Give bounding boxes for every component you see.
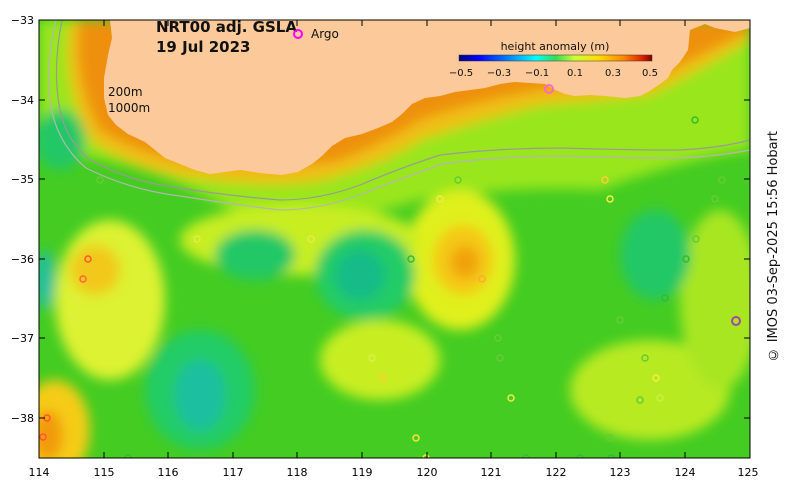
argo-float bbox=[606, 195, 614, 203]
x-tick-label: 124 bbox=[675, 466, 696, 479]
argo-float bbox=[607, 454, 615, 458]
colorbar-tick: 0.3 bbox=[605, 68, 621, 79]
argo-float bbox=[193, 235, 201, 243]
argo-float bbox=[544, 84, 554, 94]
contour-1000m-label: 1000m bbox=[108, 101, 150, 115]
northwest-low-blob bbox=[39, 110, 85, 170]
argo-float bbox=[641, 354, 649, 362]
y-tick-label: −35 bbox=[11, 173, 34, 186]
colorbar: height anomaly (m) −0.5 −0.3 −0.1 0.1 0.… bbox=[449, 40, 658, 79]
west-high-blob bbox=[55, 220, 165, 380]
y-tick-label: −37 bbox=[11, 332, 34, 345]
argo-legend-label: Argo bbox=[311, 27, 339, 41]
south-yellow-band bbox=[320, 320, 440, 400]
y-tick-label: −34 bbox=[11, 94, 34, 107]
argo-float bbox=[124, 454, 132, 458]
east-yellow-band bbox=[680, 210, 750, 390]
tick-marks bbox=[38, 19, 751, 458]
x-tick-label: 122 bbox=[546, 466, 567, 479]
argo-float bbox=[711, 195, 719, 203]
y-tick-label: −36 bbox=[11, 253, 34, 266]
argo-float bbox=[616, 316, 624, 324]
credit-text: © IMOS 03-Sep-2025 15:56 Hobart bbox=[765, 130, 781, 362]
argo-float bbox=[652, 374, 660, 382]
x-tick-label: 119 bbox=[352, 466, 373, 479]
sea-level-field bbox=[39, 20, 750, 458]
southwest-high-core bbox=[39, 410, 63, 458]
x-tick-label: 120 bbox=[417, 466, 438, 479]
colorbar-tick: 0.1 bbox=[567, 68, 583, 79]
argo-float bbox=[601, 176, 609, 184]
colorbar-tick: −0.1 bbox=[525, 68, 549, 79]
x-tick-label: 116 bbox=[158, 466, 179, 479]
argo-float bbox=[507, 394, 515, 402]
x-tick-label: 121 bbox=[481, 466, 502, 479]
plot-frame bbox=[38, 19, 751, 459]
argo-float bbox=[692, 235, 700, 243]
argo-floats bbox=[39, 84, 741, 458]
x-tick-label: 118 bbox=[287, 466, 308, 479]
x-tick-label: 114 bbox=[29, 466, 50, 479]
west-edge-low bbox=[39, 250, 55, 310]
colorbar-tick: −0.5 bbox=[449, 68, 473, 79]
argo-float bbox=[69, 314, 77, 322]
argo-float bbox=[494, 334, 502, 342]
map-date: 19 Jul 2023 bbox=[156, 38, 250, 56]
east-low-blob bbox=[620, 210, 690, 300]
argo-legend-icon bbox=[293, 29, 303, 39]
colorbar-tick: −0.3 bbox=[487, 68, 511, 79]
x-tick-label: 125 bbox=[738, 466, 759, 479]
argo-float bbox=[436, 195, 444, 203]
argo-float bbox=[39, 433, 47, 441]
argo-float bbox=[412, 434, 420, 442]
argo-float bbox=[731, 316, 741, 326]
x-tick-label: 123 bbox=[610, 466, 631, 479]
y-tick-label: −38 bbox=[11, 412, 34, 425]
colorbar-title: height anomaly (m) bbox=[501, 40, 610, 53]
argo-float bbox=[407, 255, 415, 263]
argo-float bbox=[636, 396, 644, 404]
argo-float bbox=[606, 434, 614, 442]
west-low-blob bbox=[215, 230, 295, 280]
contour-200m bbox=[55, 20, 750, 201]
argo-float bbox=[691, 116, 699, 124]
west-high-core bbox=[70, 245, 120, 295]
argo-float bbox=[496, 354, 504, 362]
argo-float bbox=[522, 454, 530, 458]
argo-float bbox=[718, 176, 726, 184]
argo-float bbox=[454, 176, 462, 184]
x-tick-label: 117 bbox=[223, 466, 244, 479]
argo-float bbox=[307, 235, 315, 243]
contour-200m-label: 200m bbox=[108, 85, 143, 99]
argo-float bbox=[576, 454, 584, 458]
central-low-core bbox=[335, 250, 385, 300]
colorbar-gradient bbox=[458, 54, 653, 62]
argo-float bbox=[656, 394, 664, 402]
credit-watermark: © IMOS 03-Sep-2025 15:56 Hobart bbox=[761, 0, 785, 492]
argo-float bbox=[96, 176, 104, 184]
argo-float bbox=[84, 255, 92, 263]
y-axis-labels: −33 −34 −35 −36 −37 −38 bbox=[11, 14, 34, 425]
central-high-core bbox=[451, 246, 479, 278]
argo-float bbox=[72, 294, 80, 302]
argo-float bbox=[368, 354, 376, 362]
map-title: NRT00 adj. GSLA bbox=[156, 18, 297, 36]
argo-float bbox=[79, 275, 87, 283]
x-tick-label: 115 bbox=[94, 466, 115, 479]
southeast-yellow-band bbox=[570, 340, 730, 440]
argo-float bbox=[422, 454, 430, 458]
y-tick-label: −33 bbox=[11, 14, 34, 27]
colorbar-tick: 0.5 bbox=[642, 68, 658, 79]
argo-float bbox=[682, 255, 690, 263]
argo-float bbox=[379, 374, 387, 382]
contour-1000m bbox=[48, 20, 750, 211]
argo-float bbox=[661, 294, 669, 302]
southwest-low-core bbox=[175, 360, 225, 430]
x-axis-labels: 114 115 116 117 118 119 120 121 122 123 … bbox=[29, 466, 759, 479]
argo-float bbox=[478, 275, 486, 283]
